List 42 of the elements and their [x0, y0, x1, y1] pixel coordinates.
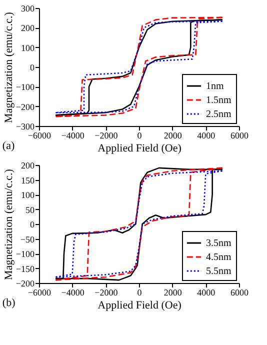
x-tick-label: 6000 — [230, 130, 249, 140]
x-tick-label: −6000 — [28, 288, 52, 298]
y-tick-label: 0 — [30, 220, 35, 230]
legend-label: 2.5nm — [206, 109, 232, 120]
y-tick-label: 150 — [21, 175, 35, 186]
y-tick-label: 300 — [21, 4, 35, 14]
y-axis-title: Magnetization (emu/c.c.) — [2, 12, 15, 123]
y-tick-label: −200 — [16, 102, 35, 112]
legend-label: 1nm — [206, 81, 224, 92]
legend-label: 3.5nm — [206, 238, 232, 249]
legend-label: 1.5nm — [206, 95, 232, 106]
x-tick-label: 6000 — [230, 288, 249, 298]
x-axis-title: Applied Field (Oe) — [98, 142, 182, 154]
x-tick-label: 0 — [137, 288, 142, 298]
x-tick-label: −4000 — [61, 130, 85, 140]
y-tick-label: −50 — [20, 234, 35, 244]
x-tick-label: 0 — [137, 130, 142, 140]
x-tick-label: 4000 — [197, 288, 216, 298]
y-tick-label: −100 — [16, 249, 35, 259]
legend-label: 4.5nm — [206, 252, 232, 263]
y-tick-label: −200 — [16, 278, 35, 288]
x-tick-label: 2000 — [164, 130, 182, 140]
x-tick-label: −2000 — [94, 130, 118, 140]
y-axis-title: Magnetization (emu/c.c.) — [2, 168, 15, 280]
x-axis-title: Applied Field (Oe) — [98, 300, 182, 312]
y-tick-label: 50 — [26, 204, 35, 215]
x-tick-label: 4000 — [197, 130, 216, 140]
legend-label: 5.5nm — [206, 266, 232, 277]
y-tick-label: −100 — [16, 82, 35, 92]
y-tick-label: 100 — [21, 42, 35, 53]
x-tick-label: 2000 — [164, 288, 182, 298]
x-tick-label: −6000 — [28, 130, 52, 140]
text: (a) — [2, 140, 15, 152]
y-tick-label: 100 — [21, 190, 35, 200]
y-tick-label: 0 — [30, 62, 35, 72]
y-tick-label: −300 — [16, 122, 35, 132]
y-tick-label: 200 — [21, 160, 35, 170]
x-tick-label: −4000 — [61, 288, 85, 298]
y-tick-label: −150 — [16, 264, 35, 274]
x-tick-label: −2000 — [94, 288, 118, 298]
text: (b) — [2, 297, 16, 309]
y-tick-label: 200 — [21, 23, 35, 34]
